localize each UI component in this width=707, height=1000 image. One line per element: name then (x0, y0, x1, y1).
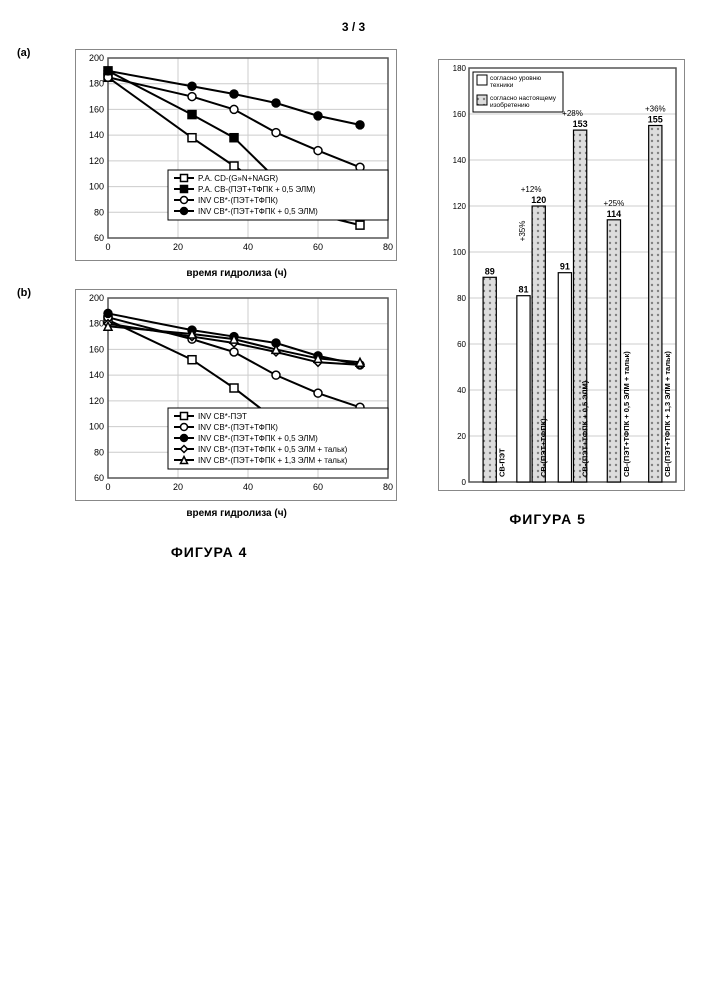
right-column: 72 ч прочность при растяжении (МПа) 0204… (408, 59, 687, 560)
svg-text:40: 40 (457, 386, 466, 395)
svg-text:INV СВ*-(ПЭТ+ТФПК + 0,5 ЭЛМ): INV СВ*-(ПЭТ+ТФПК + 0,5 ЭЛМ) (198, 434, 318, 443)
svg-text:200: 200 (89, 53, 104, 63)
svg-text:40: 40 (243, 482, 253, 492)
svg-text:200: 200 (89, 293, 104, 303)
svg-text:60: 60 (313, 482, 323, 492)
svg-text:160: 160 (89, 344, 104, 354)
svg-text:согласно настоящему: согласно настоящему (490, 95, 557, 102)
left-column: (a) Прочность при растяжении (МПа) 02040… (20, 49, 398, 560)
bar-chart: 02040608010012014016018089СВ-ПЭТ81120+12… (438, 59, 685, 491)
svg-text:P.A. СВ-(ПЭТ+ТФПК + 0,5 ЭЛМ): P.A. СВ-(ПЭТ+ТФПК + 0,5 ЭЛМ) (198, 185, 316, 194)
svg-text:120: 120 (89, 396, 104, 406)
svg-text:114: 114 (607, 209, 622, 219)
svg-text:160: 160 (89, 104, 104, 114)
svg-text:120: 120 (89, 156, 104, 166)
chart-a: 0 20 40 60 80 60 80 100 120 140 160 180 200 P.A. CD-(… (75, 49, 397, 261)
svg-text:180: 180 (89, 319, 104, 329)
svg-text:INV СВ*-(ПЭТ+ТФПК): INV СВ*-(ПЭТ+ТФПК) (198, 423, 278, 432)
svg-text:80: 80 (457, 294, 466, 303)
svg-text:140: 140 (453, 156, 467, 165)
svg-text:120: 120 (531, 195, 546, 205)
svg-text:СВ-(ПЭТ+ТФПК + 0,5 ЭЛМ): СВ-(ПЭТ+ТФПК + 0,5 ЭЛМ) (581, 380, 590, 477)
svg-text:160: 160 (453, 110, 467, 119)
svg-text:СВ-(ПЭТ+ТФПК): СВ-(ПЭТ+ТФПК) (539, 418, 548, 477)
svg-text:INV СВ*-(ПЭТ+ТФПК + 0,5 ЭЛМ +: INV СВ*-(ПЭТ+ТФПК + 0,5 ЭЛМ + тальк) (198, 445, 348, 454)
svg-text:техники: техники (490, 82, 514, 89)
svg-text:60: 60 (457, 340, 466, 349)
chart-b-xlabel: время гидролиза (ч) (75, 508, 398, 519)
svg-text:155: 155 (648, 115, 663, 125)
svg-text:+35%: +35% (518, 221, 527, 242)
svg-text:60: 60 (313, 242, 323, 252)
svg-text:20: 20 (457, 432, 466, 441)
svg-text:INV СВ*-ПЭТ: INV СВ*-ПЭТ (198, 412, 247, 421)
svg-text:+12%: +12% (521, 185, 542, 194)
svg-text:89: 89 (485, 266, 495, 276)
svg-text:140: 140 (89, 130, 104, 140)
svg-text:60: 60 (94, 233, 104, 243)
svg-text:СВ-(ПЭТ+ТФПК + 0,5 ЭЛМ + тальк: СВ-(ПЭТ+ТФПК + 0,5 ЭЛМ + тальк) (622, 351, 631, 477)
svg-text:20: 20 (173, 482, 183, 492)
svg-text:100: 100 (89, 182, 104, 192)
chart-b-wrap: (b) Прочность при растяжении (МПа) 02040… (75, 289, 398, 519)
svg-text:81: 81 (519, 285, 529, 295)
svg-text:120: 120 (453, 202, 467, 211)
svg-text:СВ-ПЭТ: СВ-ПЭТ (498, 448, 507, 477)
svg-text:40: 40 (243, 242, 253, 252)
svg-text:INV СВ*-(ПЭТ+ТФПК + 1,3 ЭЛМ +: INV СВ*-(ПЭТ+ТФПК + 1,3 ЭЛМ + тальк) (198, 456, 348, 465)
panel-label-b: (b) (17, 287, 31, 299)
svg-text:изобретению: изобретению (490, 101, 530, 109)
svg-text:180: 180 (453, 64, 467, 73)
svg-text:+25%: +25% (604, 199, 625, 208)
svg-text:СВ-(ПЭТ+ТФПК + 1,3 ЭЛМ + тальк: СВ-(ПЭТ+ТФПК + 1,3 ЭЛМ + тальк) (663, 351, 672, 477)
svg-text:20: 20 (173, 242, 183, 252)
chart-b: 0 20 40 60 80 60 80 100 120 140 160 180 200 INV СВ*-П… (75, 289, 397, 501)
svg-text:180: 180 (89, 79, 104, 89)
chart-a-xlabel: время гидролиза (ч) (75, 268, 398, 279)
svg-text:INV СВ*-(ПЭТ+ТФПК + 0,5 ЭЛМ): INV СВ*-(ПЭТ+ТФПК + 0,5 ЭЛМ) (198, 207, 318, 216)
chart-a-wrap: (a) Прочность при растяжении (МПа) 02040… (75, 49, 398, 279)
bar-chart-wrap: 72 ч прочность при растяжении (МПа) 0204… (438, 59, 687, 496)
svg-text:80: 80 (94, 447, 104, 457)
page-number: 3 / 3 (20, 20, 687, 34)
svg-text:согласно уровню: согласно уровню (490, 75, 541, 82)
svg-text:91: 91 (560, 262, 570, 272)
svg-text:60: 60 (94, 473, 104, 483)
svg-text:100: 100 (89, 422, 104, 432)
svg-text:153: 153 (573, 119, 588, 129)
panel-label-a: (a) (17, 47, 30, 59)
svg-text:INV СВ*-(ПЭТ+ТФПК): INV СВ*-(ПЭТ+ТФПК) (198, 196, 278, 205)
svg-text:P.A. CD-(G»N+NAGR): P.A. CD-(G»N+NAGR) (198, 174, 278, 183)
svg-text:+36%: +36% (645, 105, 666, 114)
svg-text:140: 140 (89, 370, 104, 380)
svg-text:80: 80 (94, 207, 104, 217)
svg-text:0: 0 (105, 242, 110, 252)
svg-text:0: 0 (105, 482, 110, 492)
svg-text:100: 100 (453, 248, 467, 257)
fig4-title: ФИГУРА 4 (20, 544, 398, 560)
fig5-title: ФИГУРА 5 (408, 511, 687, 527)
svg-text:80: 80 (383, 242, 393, 252)
svg-text:80: 80 (383, 482, 393, 492)
svg-text:+28%: +28% (562, 109, 583, 118)
main-layout: (a) Прочность при растяжении (МПа) 02040… (20, 49, 687, 560)
svg-text:0: 0 (462, 478, 467, 487)
